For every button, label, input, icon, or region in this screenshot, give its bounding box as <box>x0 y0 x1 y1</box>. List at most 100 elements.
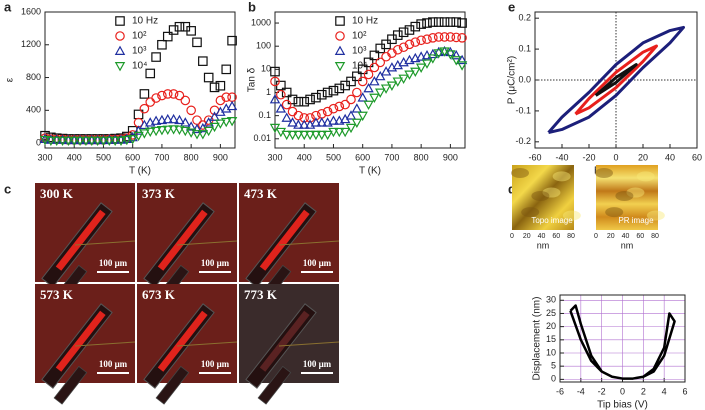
marker <box>186 26 196 36</box>
marker <box>305 94 315 105</box>
marker <box>74 136 86 147</box>
marker <box>375 88 386 98</box>
x-tick-label: 40 <box>665 152 675 162</box>
micrograph-label: 573 K <box>40 287 74 302</box>
marker <box>316 89 327 100</box>
marker <box>322 106 333 117</box>
marker <box>357 76 368 87</box>
x-tick-label: -60 <box>528 152 541 162</box>
marker <box>311 110 321 121</box>
marker <box>456 61 468 71</box>
marker <box>428 17 438 27</box>
marker <box>398 27 409 38</box>
x-tick-label: 900 <box>213 152 228 162</box>
crystal-core <box>55 310 106 372</box>
x-tick-label: 600 <box>355 152 370 162</box>
marker <box>293 96 304 107</box>
legend-marker <box>335 31 345 41</box>
afm-tick-label: 80 <box>567 233 575 240</box>
marker <box>63 136 74 147</box>
y-axis-label: Displacement (nm) <box>532 297 543 381</box>
marker <box>433 32 444 42</box>
marker <box>174 125 185 136</box>
y-tick-label: 0.1 <box>258 110 271 120</box>
marker <box>310 130 322 141</box>
y-tick-label: 1000 <box>251 17 271 27</box>
marker <box>270 66 280 77</box>
marker <box>345 123 357 134</box>
panel-letter: b <box>248 0 256 14</box>
marker <box>415 63 427 73</box>
crystal-core <box>259 209 310 271</box>
marker <box>86 136 97 147</box>
micrograph-label: 673 K <box>142 287 176 302</box>
marker <box>98 134 109 145</box>
marker <box>145 97 156 107</box>
marker <box>363 100 374 111</box>
marker <box>203 126 214 137</box>
x-tick-label: 300 <box>37 152 52 162</box>
marker <box>281 99 292 110</box>
marker <box>174 114 185 125</box>
afm-texture <box>531 190 550 201</box>
legend-label: 10⁴ <box>132 61 147 72</box>
marker <box>299 113 310 123</box>
marker <box>174 90 185 101</box>
marker <box>457 18 467 28</box>
marker <box>381 39 391 50</box>
marker <box>445 50 456 60</box>
legend-marker <box>334 62 346 72</box>
micrograph: 773 K 100 μm <box>239 284 340 405</box>
y-tick-label: 0 <box>551 374 556 384</box>
marker <box>215 119 226 129</box>
afm-label: PR image <box>618 216 654 225</box>
afm-texture <box>626 187 645 198</box>
scale-bar-label: 100 μm <box>201 258 230 268</box>
marker <box>404 70 415 80</box>
marker <box>168 125 179 135</box>
y-tick-label: 1600 <box>21 6 41 16</box>
afm-tick-label: 80 <box>651 233 659 240</box>
afm-texture <box>636 171 655 182</box>
marker <box>191 130 203 140</box>
marker <box>433 17 444 27</box>
afm-tick-label: 20 <box>607 233 615 240</box>
marker <box>421 59 433 69</box>
y-tick-label: 1200 <box>21 39 41 49</box>
marker <box>415 51 427 61</box>
marker <box>310 117 322 127</box>
afm-tick-label: 60 <box>636 233 644 240</box>
afm-texture <box>521 207 540 218</box>
crystal-side <box>155 365 190 405</box>
crystal-side <box>53 365 88 405</box>
fiber <box>74 240 136 246</box>
marker <box>451 56 462 66</box>
y-tick-label: -0.2 <box>515 136 531 146</box>
x-tick-label: 400 <box>67 152 82 162</box>
marker <box>428 33 438 43</box>
legend-label: 10² <box>132 31 147 42</box>
marker <box>215 80 226 91</box>
x-tick-label: 800 <box>414 152 429 162</box>
y-tick-label: 0.01 <box>253 133 271 143</box>
marker <box>63 134 74 145</box>
x-tick-label: 700 <box>384 152 399 162</box>
marker <box>51 136 62 147</box>
marker <box>299 96 310 107</box>
marker <box>168 89 179 99</box>
marker <box>269 94 281 104</box>
marker <box>185 128 197 138</box>
marker <box>186 105 196 116</box>
marker <box>139 129 150 139</box>
marker <box>145 117 156 127</box>
x-tick-label: 20 <box>638 152 648 162</box>
afm-texture <box>511 168 529 178</box>
loop-line <box>594 63 638 97</box>
marker <box>305 113 315 123</box>
x-tick-label: -6 <box>556 386 564 396</box>
x-tick-label: 60 <box>692 152 702 162</box>
marker <box>139 89 150 99</box>
marker <box>198 56 208 66</box>
afm-texture <box>595 168 613 178</box>
marker <box>180 117 191 127</box>
